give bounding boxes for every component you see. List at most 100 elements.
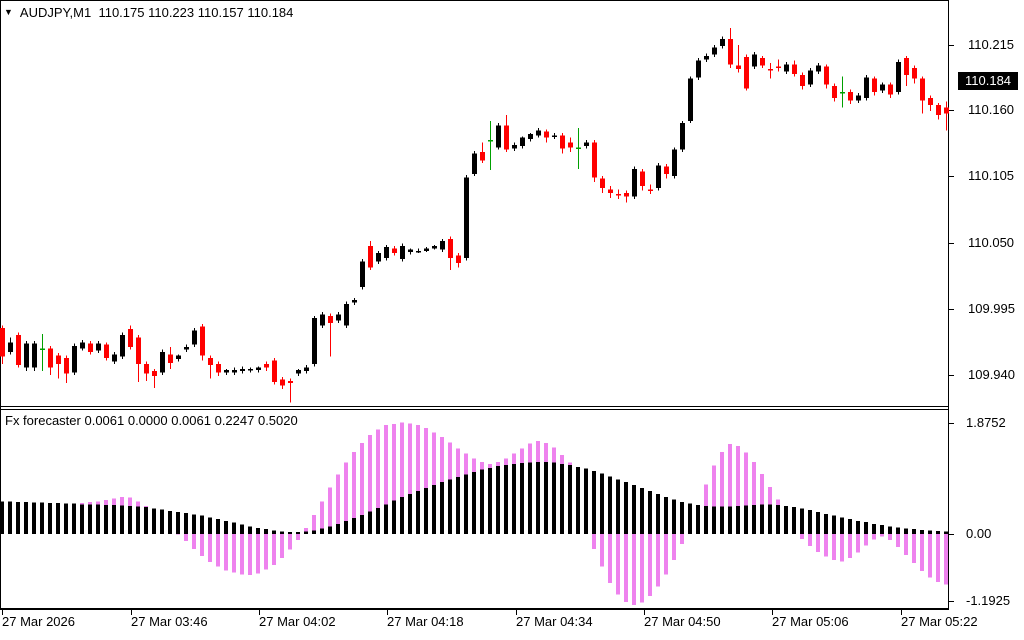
candle-body: [840, 91, 845, 94]
histogram-bar-signal-violet: [832, 534, 836, 561]
histogram-bar-signal-violet: [224, 534, 228, 571]
candle-body: [784, 64, 789, 72]
indicator-name-label: Fx forecaster: [5, 413, 81, 428]
candle-body: [656, 165, 661, 189]
histogram-bar-signal-violet: [760, 473, 764, 534]
histogram-bar-main-black: [520, 463, 524, 534]
candle-body: [664, 166, 669, 174]
histogram-bar-signal-violet: [600, 534, 604, 567]
candle-body: [944, 107, 949, 114]
histogram-bar-signal-violet: [872, 534, 876, 540]
histogram-bar-main-black: [712, 506, 716, 534]
candle-body: [824, 66, 829, 85]
current-price-value: 110.184: [965, 73, 1012, 88]
histogram-bar-signal-violet: [632, 534, 636, 605]
histogram-bar-main-black: [472, 472, 476, 534]
histogram-bar-signal-violet: [800, 534, 804, 539]
candle-body: [560, 135, 565, 149]
histogram-bar-signal-violet: [248, 534, 252, 576]
histogram-bar-main-black: [488, 467, 492, 534]
histogram-bar-main-black: [400, 497, 404, 534]
histogram-bar-main-black: [584, 468, 588, 534]
histogram-bar-main-black: [240, 524, 244, 534]
histogram-bar-main-black: [912, 529, 916, 534]
indicator-axis-label: 0.00: [966, 526, 992, 541]
histogram-bar-main-black: [384, 504, 388, 534]
candle-body: [128, 329, 133, 348]
histogram-bar-main-black: [72, 503, 76, 534]
candle-body: [648, 189, 653, 191]
histogram-bar-main-black: [0, 501, 4, 534]
histogram-bar-main-black: [136, 506, 140, 534]
candle-body: [448, 238, 453, 259]
candle-body: [688, 78, 693, 121]
histogram-bar-main-black: [696, 504, 700, 534]
histogram-bar-signal-violet: [256, 534, 260, 574]
histogram-bar-signal-violet: [672, 534, 676, 561]
histogram-bar-main-black: [728, 506, 732, 534]
candle-body: [456, 255, 461, 263]
histogram-bar-main-black: [496, 466, 500, 534]
price-axis-label: 109.995: [968, 301, 1015, 316]
histogram-bar-signal-violet: [896, 534, 900, 548]
histogram-bar-main-black: [632, 485, 636, 534]
candle-body: [816, 65, 821, 72]
histogram-bar-main-black: [416, 491, 420, 534]
histogram-bar-main-black: [592, 470, 596, 534]
candle-body: [232, 369, 237, 373]
histogram-bar-main-black: [368, 511, 372, 534]
candle-body: [472, 153, 477, 174]
candle-body: [712, 47, 717, 55]
histogram-bar-main-black: [760, 504, 764, 534]
candle-body: [256, 367, 261, 370]
histogram-bar-main-black: [256, 528, 260, 534]
candle-body: [584, 142, 589, 147]
histogram-bar-main-black: [800, 508, 804, 534]
histogram-bar-signal-violet: [432, 432, 436, 534]
candle-body: [520, 137, 525, 147]
candle-body: [400, 246, 405, 260]
candle-body: [24, 343, 29, 368]
current-price-badge: 110.184: [958, 72, 1018, 90]
candle-body: [832, 85, 837, 98]
candle-body: [240, 368, 245, 372]
histogram-bar-main-black: [96, 504, 100, 534]
candle-body: [920, 78, 925, 101]
histogram-bar-signal-violet: [240, 534, 244, 575]
candle-body: [800, 75, 805, 86]
price-axis-label: 110.215: [968, 37, 1015, 52]
candle-body: [480, 152, 485, 161]
candle-body: [152, 371, 157, 376]
dropdown-triangle-icon: ▼: [4, 7, 13, 17]
histogram-bar-main-black: [928, 530, 932, 534]
histogram-bar-main-black: [208, 517, 212, 534]
histogram-bar-main-black: [880, 525, 884, 534]
time-axis-label: 27 Mar 04:50: [644, 614, 721, 629]
indicator-axis-label: -1.1925: [966, 593, 1011, 608]
histogram-bar-main-black: [680, 501, 684, 534]
histogram-bar-main-black: [272, 530, 276, 534]
candle-body: [880, 84, 885, 91]
candle-body: [0, 327, 5, 357]
time-axis-label: 27 Mar 04:34: [516, 614, 593, 629]
histogram-bar-main-black: [776, 504, 780, 534]
candle-body: [328, 315, 333, 324]
histogram-bar-main-black: [656, 494, 660, 534]
histogram-bar-main-black: [328, 526, 332, 534]
time-axis-label: 27 Mar 2026: [2, 614, 75, 629]
candle-body: [352, 300, 357, 303]
candle-body: [288, 380, 293, 384]
histogram-bar-main-black: [936, 531, 940, 534]
histogram-bar-signal-violet: [616, 534, 620, 595]
candle-body: [640, 171, 645, 186]
histogram-bar-signal-violet: [424, 428, 428, 534]
candle-body: [384, 247, 389, 259]
candle-body: [696, 60, 701, 78]
histogram-bar-signal-violet: [920, 534, 924, 571]
histogram-bar-signal-violet: [192, 534, 196, 549]
histogram-bar-main-black: [424, 488, 428, 534]
histogram-bar-main-black: [264, 529, 268, 534]
candle-body: [864, 77, 869, 98]
histogram-bar-main-black: [704, 506, 708, 534]
